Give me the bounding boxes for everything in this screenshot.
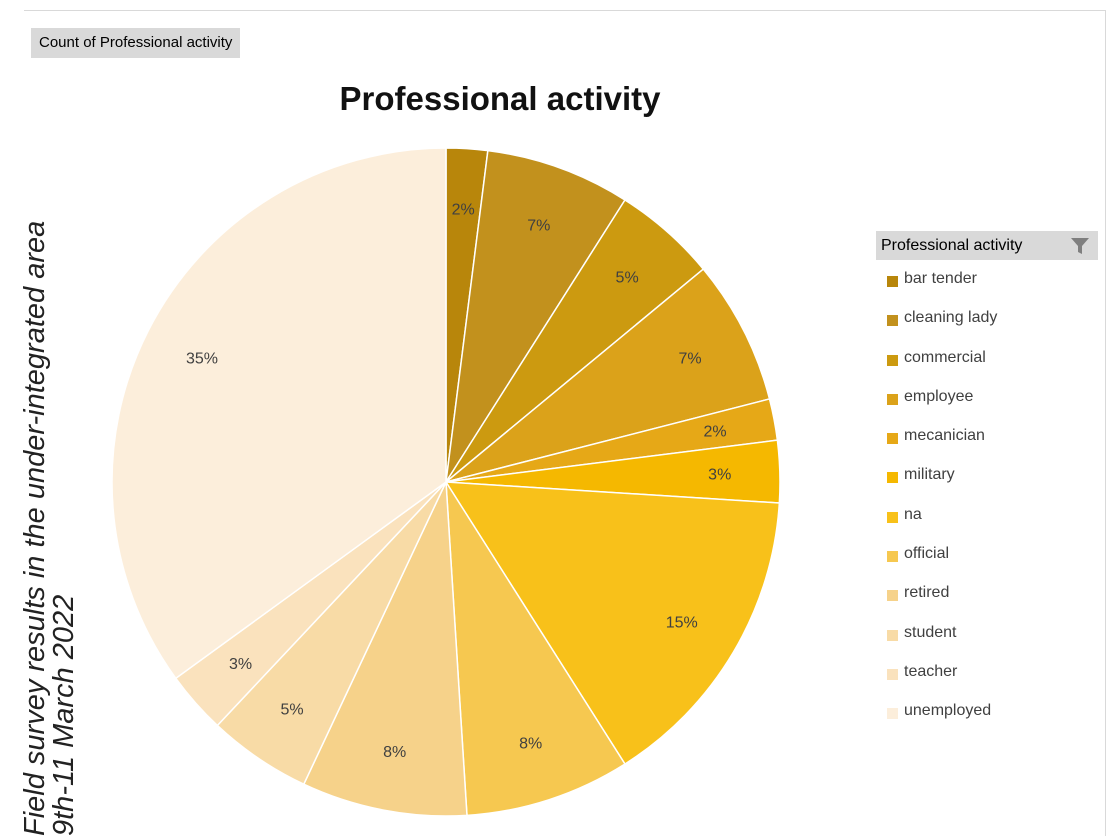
data-label: 2%	[452, 202, 475, 219]
chart-area	[24, 10, 1106, 836]
legend-label: commercial	[904, 348, 986, 366]
legend-item[interactable]: employee	[887, 388, 997, 427]
legend-label: employee	[904, 387, 974, 405]
legend-label: cleaning lady	[904, 309, 998, 327]
legend-label: bar tender	[904, 270, 977, 287]
data-label: 15%	[666, 614, 698, 631]
data-label: 5%	[280, 702, 303, 719]
legend-label: retired	[904, 584, 950, 602]
legend-swatch	[887, 511, 898, 523]
pie-slice-retired[interactable]	[302, 481, 468, 817]
data-label: 3%	[229, 656, 252, 673]
data-label: 7%	[527, 217, 550, 234]
legend-swatch	[887, 354, 898, 366]
legend-label: student	[904, 623, 957, 641]
legend-item[interactable]: military	[887, 466, 997, 505]
pie-slice-na[interactable]	[444, 481, 781, 766]
legend-swatch	[887, 276, 898, 287]
legend-label: military	[904, 466, 955, 484]
legend-swatch	[887, 551, 898, 563]
data-label: 8%	[383, 744, 406, 761]
legend-item[interactable]: retired	[887, 584, 997, 623]
legend-item[interactable]: mecanician	[887, 427, 997, 466]
pivot-field-button[interactable]: Count of Professional activity	[31, 28, 241, 58]
legend-swatch	[887, 708, 898, 720]
legend-item[interactable]: teacher	[887, 663, 997, 702]
pie-slice-unemployed[interactable]	[111, 147, 447, 680]
legend-label: mecanician	[904, 427, 985, 445]
legend-item[interactable]: bar tender	[887, 270, 997, 309]
data-label: 7%	[678, 351, 701, 368]
legend-item[interactable]: unemployed	[887, 702, 997, 741]
data-label: 8%	[519, 735, 542, 752]
legend-swatch	[887, 668, 898, 680]
data-label: 2%	[703, 424, 726, 441]
legend: bar tender cleaning lady commercial employe…	[887, 270, 997, 742]
legend-label: official	[904, 545, 950, 563]
legend-swatch	[887, 590, 898, 602]
legend-item[interactable]: student	[887, 624, 997, 663]
legend-item[interactable]: na	[887, 506, 997, 545]
legend-label: na	[904, 505, 922, 523]
pie-slice-official[interactable]	[445, 481, 627, 817]
legend-title: Professional activity	[881, 237, 1023, 254]
legend-item[interactable]: official	[887, 545, 997, 584]
legend-item[interactable]: cleaning lady	[887, 309, 997, 348]
data-label: 3%	[708, 466, 731, 483]
legend-field-button[interactable]: Professional activity	[876, 231, 1098, 260]
legend-item[interactable]: commercial	[887, 349, 997, 388]
legend-swatch	[887, 315, 898, 327]
legend-swatch	[887, 472, 898, 484]
filter-icon[interactable]	[1070, 237, 1090, 255]
legend-swatch	[887, 393, 898, 405]
data-label: 5%	[616, 270, 639, 287]
legend-swatch	[887, 629, 898, 641]
chart-title: Professional activity	[339, 80, 661, 117]
pie-slice-cleaning-lady[interactable]	[445, 149, 627, 483]
pie-slice-employee[interactable]	[445, 268, 771, 483]
data-label: 35%	[186, 351, 218, 368]
legend-label: unemployed	[904, 702, 992, 720]
legend-swatch	[887, 433, 898, 445]
legend-label: teacher	[904, 662, 958, 680]
